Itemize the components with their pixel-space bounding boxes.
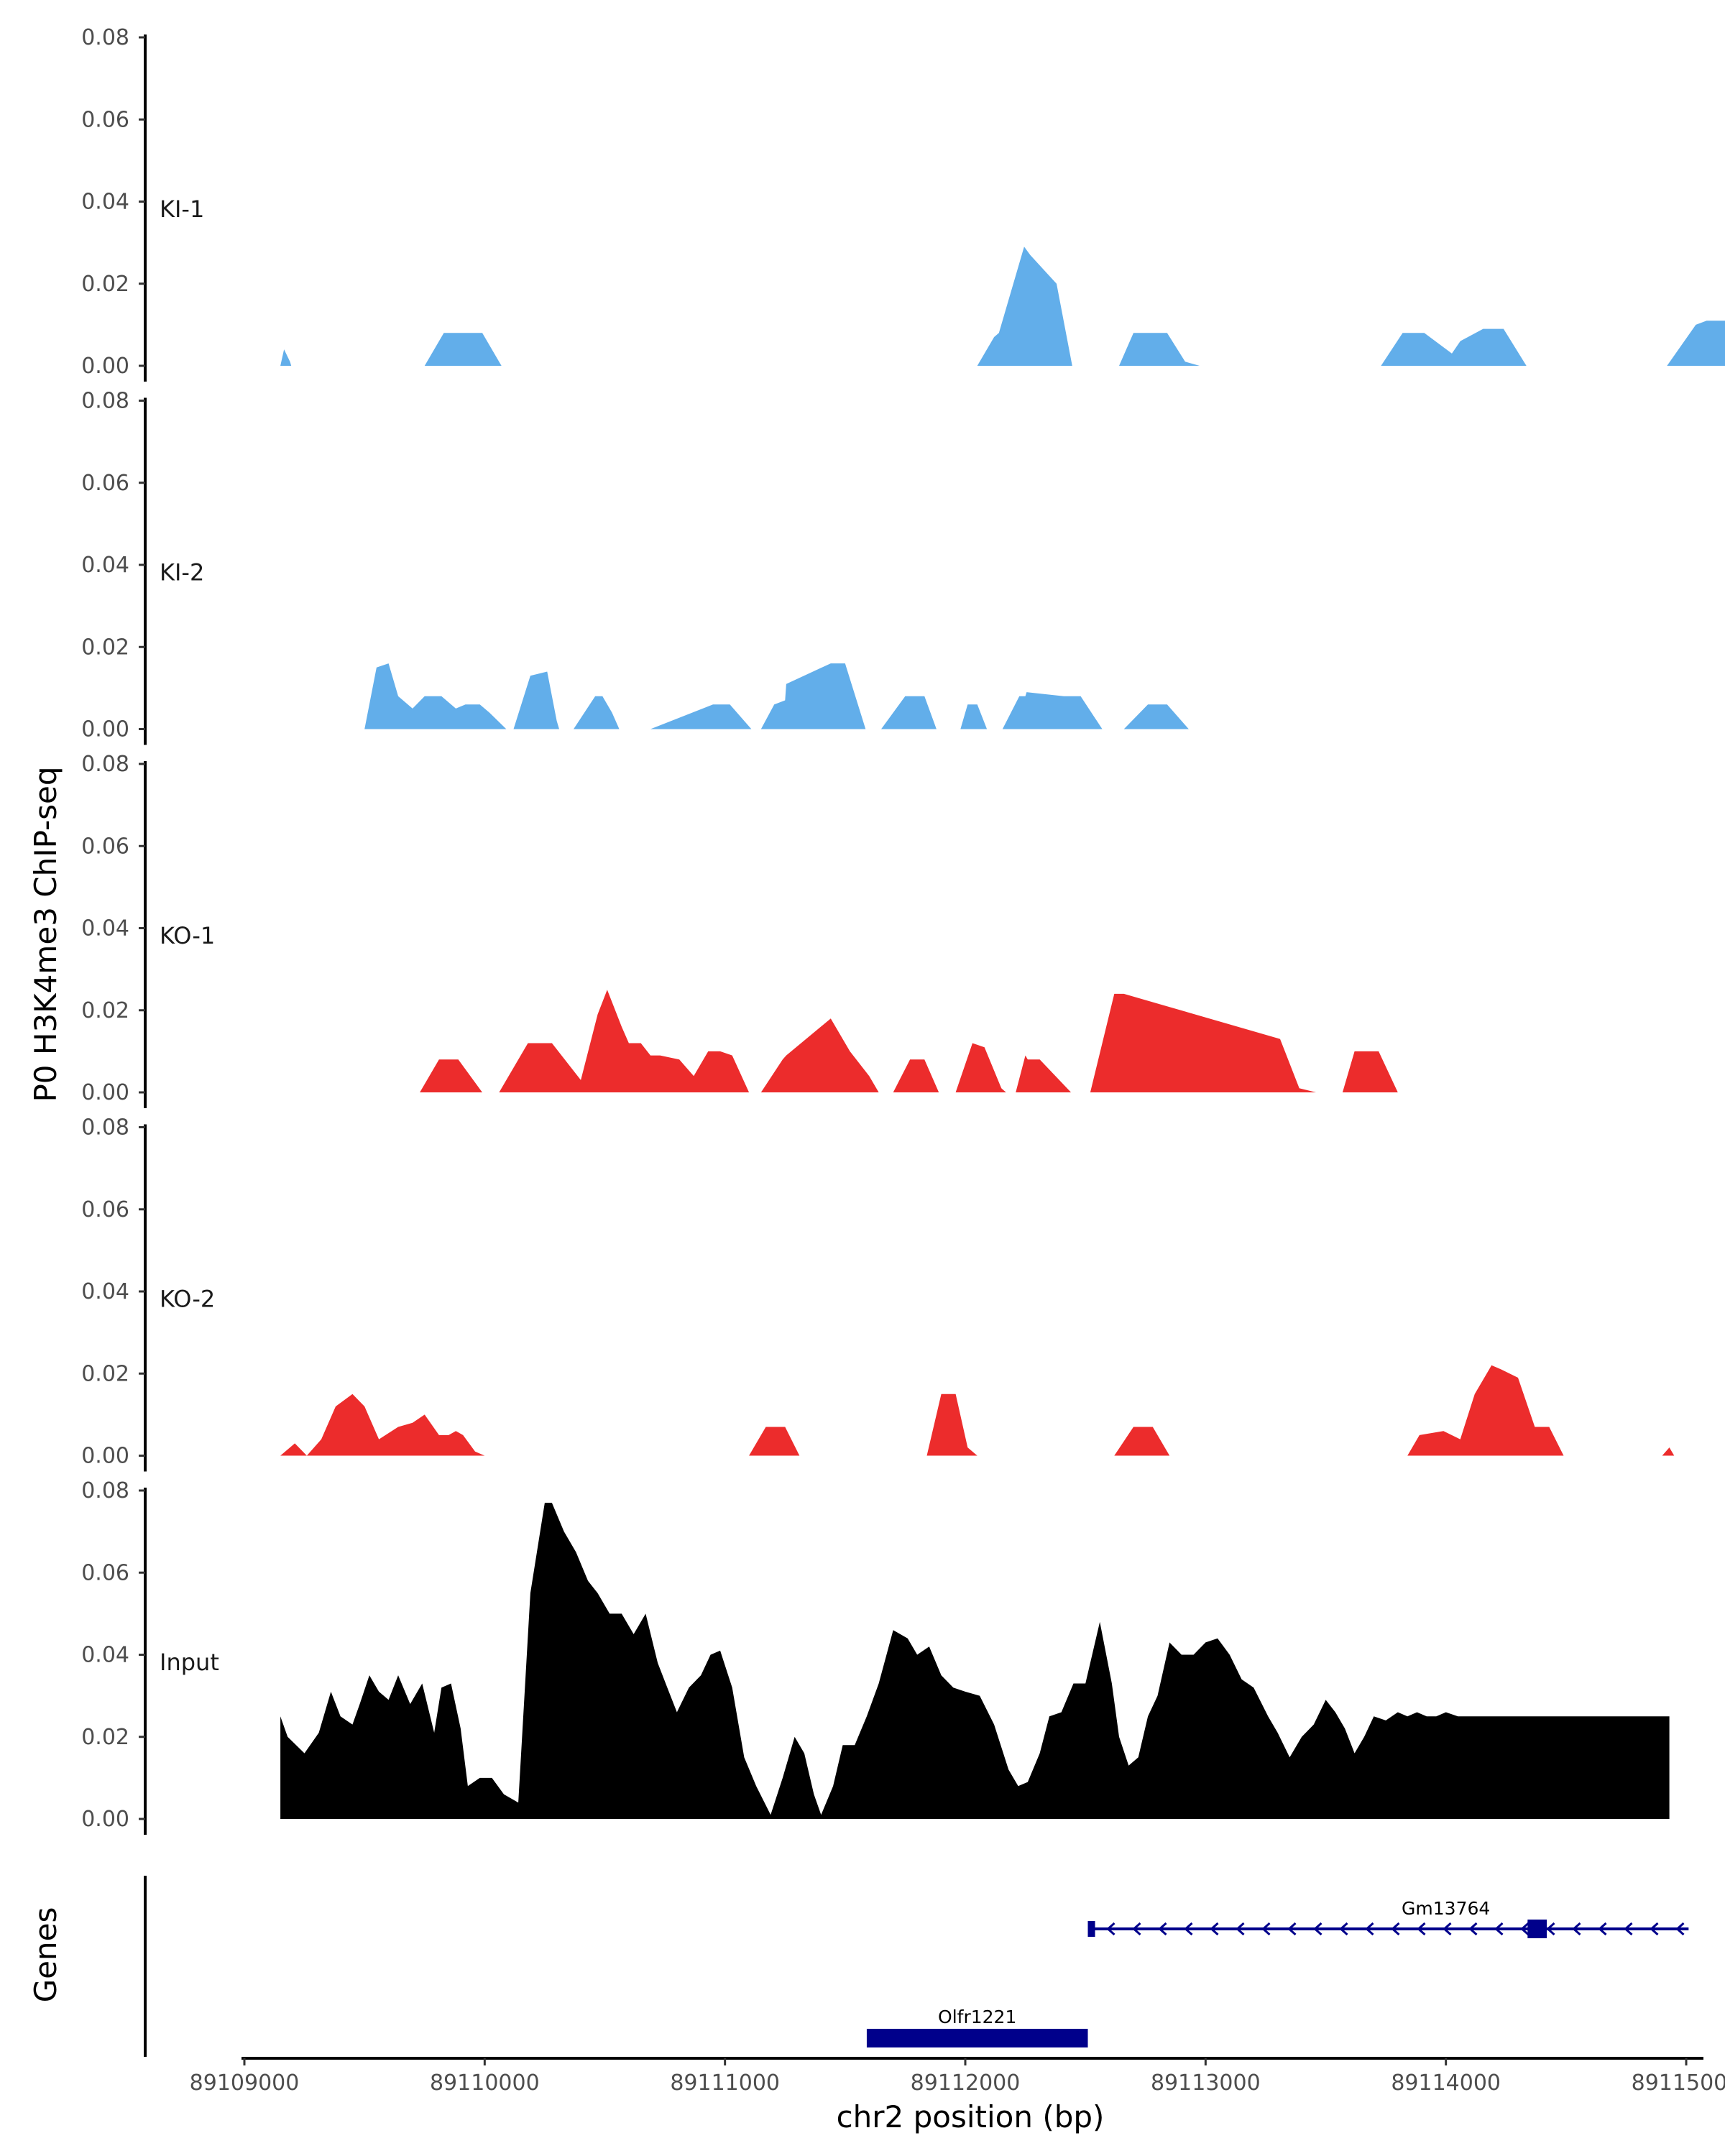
y-tick-label: 0.04 <box>81 190 129 215</box>
gene-exon <box>1527 1920 1547 1938</box>
genes-layer: Olfr1221 Gm13764 <box>144 1876 1689 2057</box>
track-panel-input: 0.00 0.02 0.04 0.06 0.08 Input <box>81 1478 1670 1835</box>
gene-gm13764: Gm13764 <box>1087 1898 1689 1938</box>
signal-area-ko-2 <box>280 1365 1675 1456</box>
signal-area-ki-2 <box>364 663 1481 729</box>
track-panel-ki-1: 0.00 0.02 0.04 0.06 0.08 KI-1 <box>81 25 1725 382</box>
strand-arrow <box>1675 1922 1685 1936</box>
strand-arrow <box>1391 1922 1400 1936</box>
strand-arrow <box>1106 1922 1116 1936</box>
y-tick-label: 0.06 <box>81 107 129 132</box>
tracks-layer: 0.00 0.02 0.04 0.06 0.08 KI-1 0.00 0.02 0.04 0.06… <box>81 25 1725 1835</box>
x-tick-label: 89110000 <box>430 2070 540 2096</box>
y-tick-label: 0.06 <box>81 1560 129 1585</box>
y-tick-label: 0.08 <box>81 752 129 777</box>
strand-arrow <box>1313 1922 1322 1936</box>
y-tick-label: 0.00 <box>81 717 129 742</box>
y-tick-label: 0.04 <box>81 916 129 941</box>
y-tick-label: 0.08 <box>81 389 129 414</box>
gene-olfr1221: Olfr1221 <box>866 2007 1088 2047</box>
x-tick-label: 89112000 <box>911 2070 1021 2096</box>
strand-arrow <box>1624 1922 1633 1936</box>
y-tick-label: 0.06 <box>81 834 129 859</box>
y-tick-label: 0.02 <box>81 1725 129 1750</box>
y-tick-label: 0.04 <box>81 1643 129 1668</box>
track-label-ki-1: KI-1 <box>160 195 204 223</box>
gene-body-block <box>866 2029 1088 2047</box>
x-tick-label: 89114000 <box>1391 2070 1501 2096</box>
y-tick-label: 0.04 <box>81 553 129 578</box>
strand-arrow <box>1468 1922 1478 1936</box>
strand-arrow <box>1184 1922 1193 1936</box>
signal-area-ko-1 <box>420 990 1458 1092</box>
y-tick-label: 0.00 <box>81 1080 129 1105</box>
x-tick-label: 89113000 <box>1151 2070 1261 2096</box>
y-tick-label: 0.02 <box>81 272 129 297</box>
track-panel-ko-2: 0.00 0.02 0.04 0.06 0.08 KO-2 <box>81 1115 1675 1472</box>
strand-arrow <box>1650 1922 1659 1936</box>
gene-name-label: Olfr1221 <box>938 2007 1016 2027</box>
y-tick-label: 0.02 <box>81 998 129 1023</box>
strand-arrow <box>1339 1922 1348 1936</box>
x-axis: 89109000 89110000 89111000 89112000 89113000… <box>190 2057 1725 2096</box>
strand-arrow <box>1598 1922 1607 1936</box>
y-tick-label: 0.02 <box>81 1361 129 1386</box>
x-axis-title: chr2 position (bp) <box>837 2099 1105 2134</box>
signal-area-input <box>280 1503 1670 1819</box>
gene-exon <box>1087 1921 1095 1937</box>
y-tick-label: 0.08 <box>81 1478 129 1503</box>
y-tick-label: 0.00 <box>81 354 129 379</box>
strand-arrow <box>1520 1922 1530 1936</box>
track-label-ko-2: KO-2 <box>160 1286 215 1313</box>
strand-arrow <box>1572 1922 1581 1936</box>
strand-arrow <box>1546 1922 1555 1936</box>
strand-arrow <box>1287 1922 1297 1936</box>
signal-area-ki-1 <box>280 247 1725 366</box>
strand-arrow <box>1210 1922 1219 1936</box>
track-label-ki-2: KI-2 <box>160 559 204 586</box>
y-tick-label: 0.00 <box>81 1444 129 1469</box>
y-tick-label: 0.08 <box>81 1115 129 1141</box>
strand-arrow <box>1417 1922 1426 1936</box>
strand-arrow <box>1236 1922 1245 1936</box>
track-label-ko-1: KO-1 <box>160 922 215 949</box>
x-tick-label: 89109000 <box>190 2070 300 2096</box>
strand-arrow <box>1132 1922 1141 1936</box>
y-tick-label: 0.00 <box>81 1807 129 1832</box>
y-axis-title: P0 H3K4me3 ChIP-seq <box>28 766 63 1102</box>
strand-arrow <box>1443 1922 1452 1936</box>
strand-arrow <box>1494 1922 1504 1936</box>
track-panel-ki-2: 0.00 0.02 0.04 0.06 0.08 KI-2 <box>81 389 1481 745</box>
y-tick-label: 0.04 <box>81 1279 129 1304</box>
y-tick-label: 0.08 <box>81 25 129 50</box>
y-tick-label: 0.06 <box>81 1197 129 1222</box>
x-tick-label: 89115000 <box>1632 2070 1725 2096</box>
track-panel-ko-1: 0.00 0.02 0.04 0.06 0.08 KO-1 <box>81 752 1458 1108</box>
strand-arrow <box>1365 1922 1374 1936</box>
x-tick-label: 89111000 <box>670 2070 780 2096</box>
y-tick-label: 0.06 <box>81 471 129 496</box>
track-label-input: Input <box>160 1649 219 1676</box>
strand-arrow <box>1158 1922 1167 1936</box>
genes-axis-title: Genes <box>28 1907 63 2003</box>
y-tick-label: 0.02 <box>81 635 129 660</box>
strand-arrow <box>1261 1922 1271 1936</box>
gene-name-label: Gm13764 <box>1402 1898 1490 1919</box>
